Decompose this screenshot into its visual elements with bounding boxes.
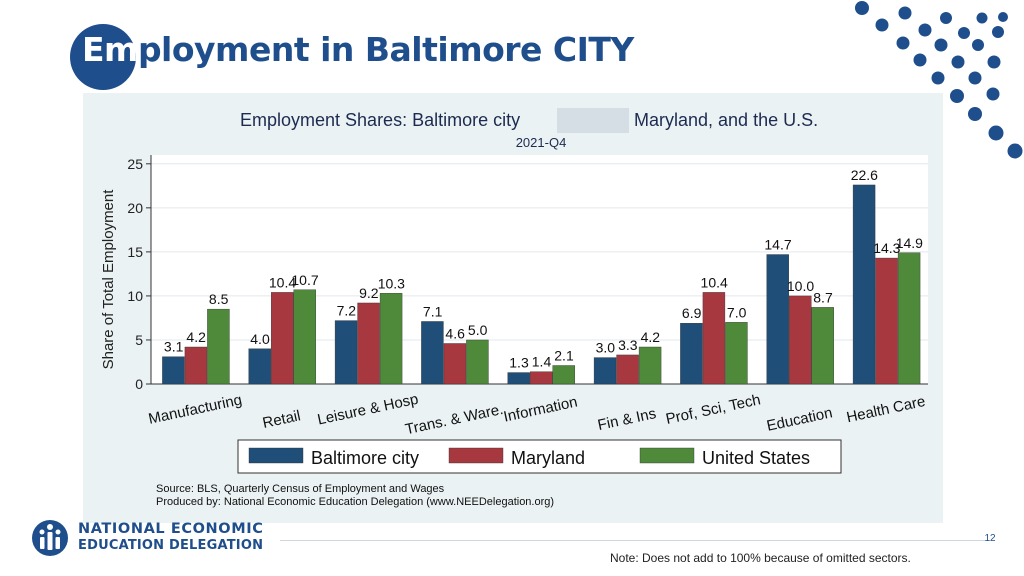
need-logo-icon — [32, 520, 68, 556]
y-tick-label: 20 — [127, 200, 143, 216]
data-label: 8.5 — [209, 291, 229, 307]
bar-baltimore-city — [162, 356, 185, 385]
x-tick-label: Retail — [261, 407, 302, 432]
bar-united-states — [811, 307, 834, 385]
bar-baltimore-city — [507, 372, 530, 385]
x-tick-label: Health Care — [845, 393, 927, 426]
bar-united-states — [207, 308, 230, 385]
x-tick-label: Information — [502, 393, 579, 425]
data-label: 10.4 — [701, 274, 728, 290]
bar-baltimore-city — [421, 321, 444, 385]
data-label: 1.3 — [509, 355, 529, 371]
legend-label: Baltimore city — [311, 448, 419, 468]
data-label: 10.0 — [787, 278, 814, 294]
data-label: 3.3 — [618, 337, 638, 353]
source-line-2: Produced by: National Economic Education… — [156, 496, 554, 508]
data-label: 5.0 — [468, 322, 488, 338]
page-number: 12 — [984, 533, 996, 544]
y-axis-label: Share of Total Employment — [100, 189, 117, 370]
data-label: 3.0 — [596, 340, 616, 356]
source-line-1: Source: BLS, Quarterly Census of Employm… — [156, 483, 445, 495]
bar-maryland — [443, 343, 467, 385]
decorative-dot-pattern — [855, 1, 1023, 159]
x-tick-label: Manufacturing — [147, 391, 244, 427]
data-label: 7.2 — [337, 303, 357, 319]
data-label: 14.9 — [896, 235, 923, 251]
x-tick-label: Fin & Ins — [596, 405, 657, 434]
bar-maryland — [616, 354, 639, 385]
bar-united-states — [466, 339, 489, 385]
data-label: 1.4 — [532, 354, 552, 370]
data-label: 4.2 — [186, 329, 206, 345]
data-label: 4.6 — [445, 325, 465, 341]
page-title-rest: ployment in Baltimore CITY — [137, 30, 634, 69]
bar-united-states — [552, 365, 575, 385]
data-label: 7.1 — [423, 303, 443, 319]
data-label: 4.2 — [641, 329, 661, 345]
y-tick-label: 0 — [135, 376, 143, 392]
footnote: Note: Does not add to 100% because of om… — [610, 551, 911, 565]
title-redaction-box — [557, 108, 629, 133]
bar-united-states — [897, 252, 921, 385]
chart-title-left: Employment Shares: Baltimore city — [240, 110, 520, 130]
footer-divider — [280, 540, 990, 541]
x-tick-label: Prof, Sci, Tech — [664, 391, 762, 428]
bar-united-states — [379, 293, 403, 385]
bar-united-states — [293, 289, 316, 385]
data-label: 10.3 — [378, 275, 405, 291]
bar-maryland — [357, 302, 380, 385]
legend-swatch — [248, 447, 304, 464]
logo-text-line1: NATIONAL ECONOMIC — [78, 521, 264, 537]
data-label: 6.9 — [682, 305, 702, 321]
bar-baltimore-city — [248, 348, 271, 385]
page-title-em: Em — [82, 30, 138, 69]
bar-baltimore-city — [766, 254, 789, 385]
data-label: 10.4 — [269, 274, 296, 290]
data-label: 9.2 — [359, 285, 379, 301]
x-tick-label: Education — [765, 404, 834, 435]
legend-label: Maryland — [511, 448, 585, 468]
employment-shares-chart: Employment Shares: Baltimore city Marylan… — [100, 108, 928, 508]
bar-baltimore-city — [334, 320, 358, 385]
legend-label: United States — [702, 448, 810, 468]
data-label: 8.7 — [813, 289, 833, 305]
bar-baltimore-city — [593, 357, 617, 385]
data-label: 22.6 — [851, 167, 878, 183]
data-label: 14.3 — [873, 240, 900, 256]
data-label: 7.0 — [727, 304, 747, 320]
y-tick-label: 15 — [127, 244, 143, 260]
chart-title-right: Maryland, and the U.S. — [634, 110, 818, 130]
data-label: 14.7 — [764, 237, 791, 253]
bar-united-states — [725, 322, 748, 385]
page-title: Employment in Baltimore CITY — [82, 30, 634, 69]
bar-maryland — [271, 292, 294, 385]
y-tick-label: 25 — [127, 156, 143, 172]
y-tick-label: 5 — [135, 332, 143, 348]
legend-swatch — [448, 447, 504, 464]
bar-maryland — [702, 292, 726, 385]
bar-baltimore-city — [680, 323, 703, 385]
data-label: 2.1 — [554, 348, 574, 364]
title-circle — [70, 24, 136, 90]
data-label: 3.1 — [164, 339, 184, 355]
bar-baltimore-city — [852, 184, 876, 385]
bar-united-states — [638, 346, 662, 385]
chart-panel: Employment Shares: Baltimore city Marylan… — [83, 93, 943, 523]
chart-subtitle: 2021-Q4 — [516, 135, 567, 150]
y-tick-label: 10 — [127, 288, 143, 304]
bar-maryland — [789, 295, 812, 385]
bar-maryland — [530, 371, 553, 385]
bar-maryland — [875, 257, 898, 385]
legend-box — [237, 439, 842, 474]
bar-maryland — [184, 346, 208, 385]
logo-text-line2: EDUCATION DELEGATION — [78, 538, 264, 553]
data-label: 10.7 — [291, 272, 318, 288]
data-label: 4.0 — [250, 331, 270, 347]
legend-swatch — [639, 447, 695, 464]
